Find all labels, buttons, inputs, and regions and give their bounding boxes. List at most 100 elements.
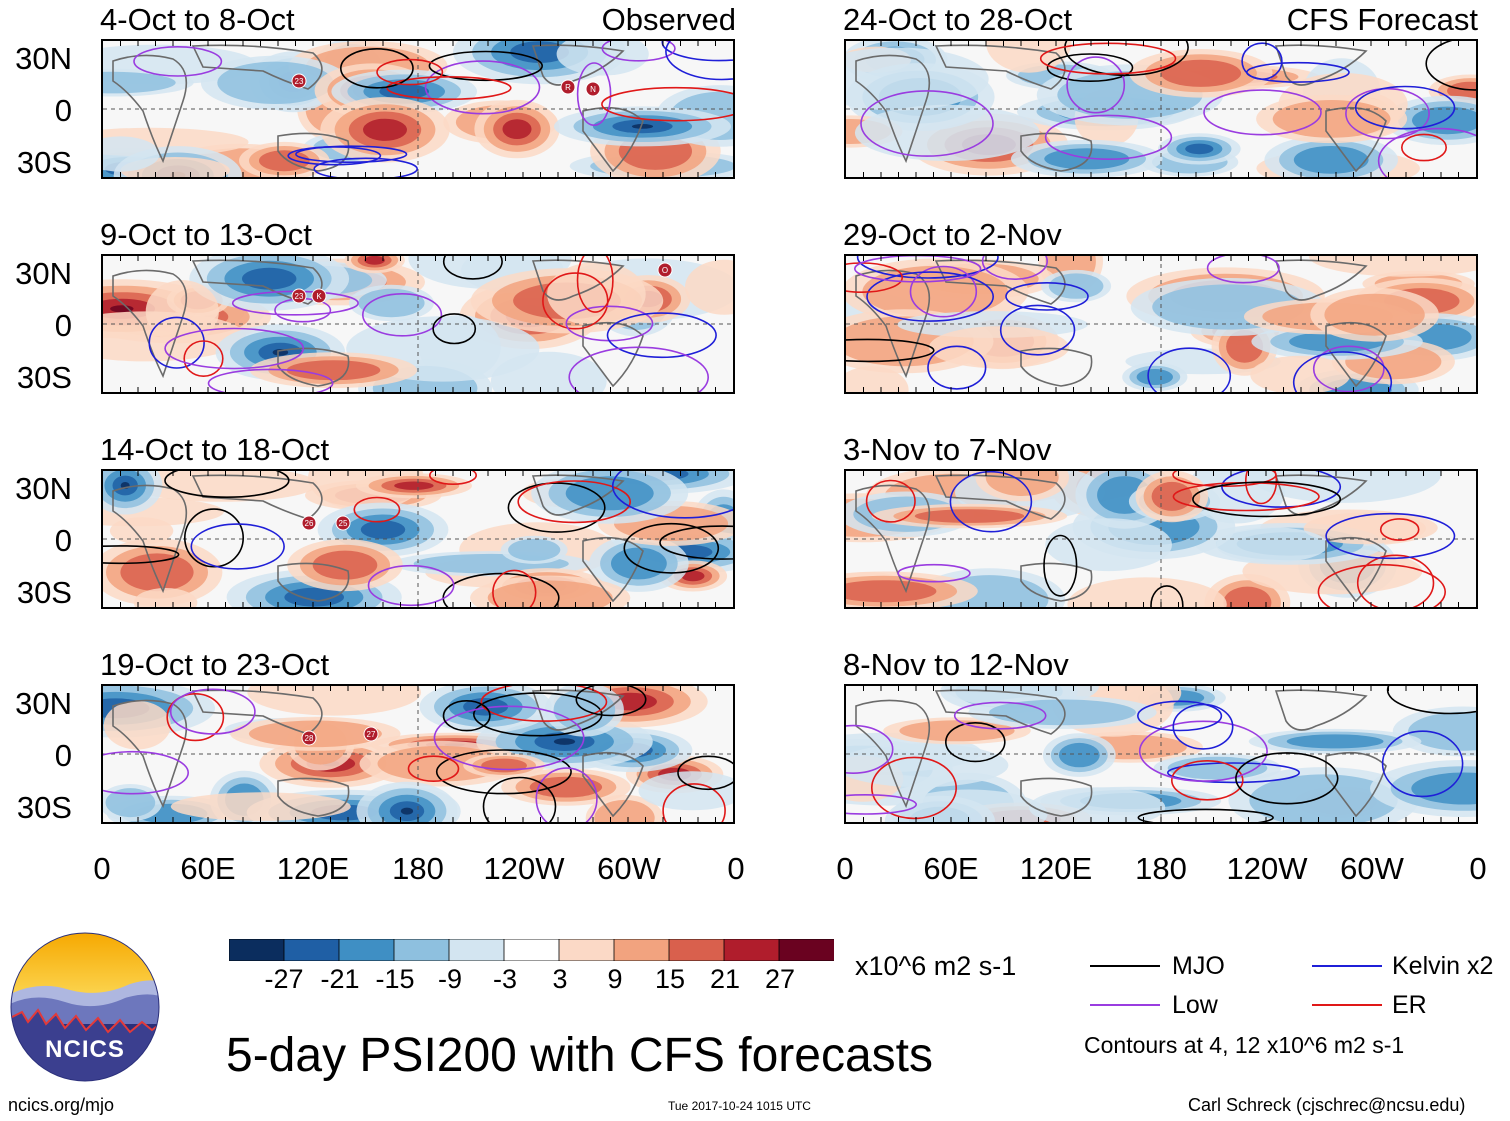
contour-line	[103, 545, 180, 565]
coastline	[112, 484, 188, 594]
contours-note: Contours at 4, 12 x10^6 m2 s-1	[1084, 1032, 1405, 1058]
anomaly-shading	[145, 280, 219, 344]
lon-label: 120W	[1226, 851, 1308, 886]
coastline	[1325, 321, 1387, 388]
lat-label-30s: 30S	[16, 575, 72, 610]
lon-label: 60E	[180, 851, 236, 886]
colorbar-label: -15	[375, 964, 415, 994]
storm-marker-dot	[291, 288, 307, 304]
anomaly-shading	[556, 41, 649, 76]
anomaly-shading	[1293, 146, 1369, 174]
map-canvas: 26 25	[103, 471, 733, 607]
legend-line-er	[1312, 1004, 1382, 1006]
contour-line	[1425, 41, 1476, 91]
lon-label: 0	[727, 851, 745, 886]
anomaly-shading	[1045, 518, 1172, 572]
map-canvas	[846, 686, 1476, 822]
coastline	[855, 699, 931, 809]
contour-line	[846, 794, 917, 815]
contour-line	[846, 724, 894, 774]
anomaly-shading	[487, 580, 613, 607]
contour-line	[480, 686, 608, 722]
anomaly-shading	[110, 305, 134, 313]
coastline	[191, 44, 323, 90]
contour-line	[897, 563, 971, 583]
coastline	[112, 269, 188, 379]
colorbar	[228, 938, 835, 962]
map-canvas	[846, 41, 1476, 177]
coastline	[1020, 132, 1093, 172]
footer-credit: Carl Schreck (cjschrec@ncsu.edu)	[1188, 1095, 1466, 1115]
contour-line	[433, 705, 585, 771]
contour-line	[953, 701, 1047, 730]
anomaly-shading	[120, 553, 194, 592]
contour-line	[166, 693, 225, 742]
coastline	[1020, 347, 1093, 387]
anomaly-shading	[846, 580, 937, 603]
lon-label: 60W	[597, 851, 661, 886]
contour-line	[659, 525, 733, 560]
storm-marker-label: 26	[305, 519, 314, 528]
footer-site-link[interactable]: ncics.org/mjo	[8, 1095, 115, 1115]
lon-label: 180	[1135, 851, 1187, 886]
contour-line	[1192, 481, 1342, 518]
lat-label-30n: 30N	[15, 41, 72, 76]
contour-line	[492, 569, 537, 607]
map-canvas	[846, 471, 1476, 607]
contour-line	[1066, 56, 1126, 114]
coastline	[582, 536, 644, 603]
contour-line	[1221, 471, 1342, 508]
colorbar-swatch	[723, 938, 780, 962]
lat-label-eq: 0	[54, 308, 72, 343]
contour-line	[164, 471, 290, 498]
storm-marker: K	[311, 288, 327, 304]
lon-label: 0	[93, 851, 111, 886]
contour-line	[662, 783, 726, 822]
contour-line	[1345, 87, 1430, 140]
anomaly-shading	[1223, 586, 1272, 607]
panel-title-5: 24-Oct to 28-Oct	[843, 2, 1073, 37]
contour-line	[1235, 752, 1339, 805]
contour-line	[428, 50, 543, 82]
map-panel-5	[844, 39, 1478, 179]
contour-line	[103, 750, 189, 795]
coastline	[934, 689, 1066, 735]
contour-line	[856, 256, 999, 279]
anomaly-shading	[1067, 577, 1227, 607]
colorbar-swatch	[228, 938, 285, 962]
anomaly-shading	[1185, 143, 1214, 155]
lat-label-30n: 30N	[15, 471, 72, 506]
panel-title-1: 4-Oct to 8-Oct	[100, 2, 295, 37]
contour-line	[367, 564, 455, 607]
contour-line	[1137, 700, 1223, 732]
lat-label-30n: 30N	[15, 686, 72, 721]
contour-line	[1206, 256, 1280, 284]
storm-marker-dot	[311, 288, 327, 304]
lat-label-eq: 0	[54, 523, 72, 558]
anomaly-shading	[854, 104, 1040, 161]
storm-marker: 28	[301, 730, 317, 746]
coastline	[582, 751, 644, 818]
map-panel-1: 23 R N	[101, 39, 735, 179]
anomaly-shading	[360, 520, 406, 539]
ncics-logo: NCICS	[10, 932, 160, 1082]
contour-line	[1379, 518, 1420, 541]
contour-line	[1137, 808, 1274, 822]
storm-marker-dot	[301, 730, 317, 746]
contour-line	[1381, 730, 1464, 798]
lat-label-eq: 0	[54, 738, 72, 773]
map-panel-3: 26 25	[101, 469, 735, 609]
anomaly-shading	[394, 481, 434, 490]
anomaly-shading	[1216, 527, 1329, 563]
anomaly-shading	[247, 686, 422, 716]
anomaly-shading	[914, 509, 1025, 523]
coastline	[112, 54, 188, 164]
contour-line	[623, 522, 720, 574]
coastline	[112, 699, 188, 809]
coastline	[855, 54, 931, 164]
contour-line	[1138, 720, 1268, 782]
anomaly-shading	[1160, 59, 1242, 87]
contour-line	[909, 265, 978, 318]
contour-line	[429, 471, 477, 485]
anomaly-shading	[594, 799, 655, 822]
